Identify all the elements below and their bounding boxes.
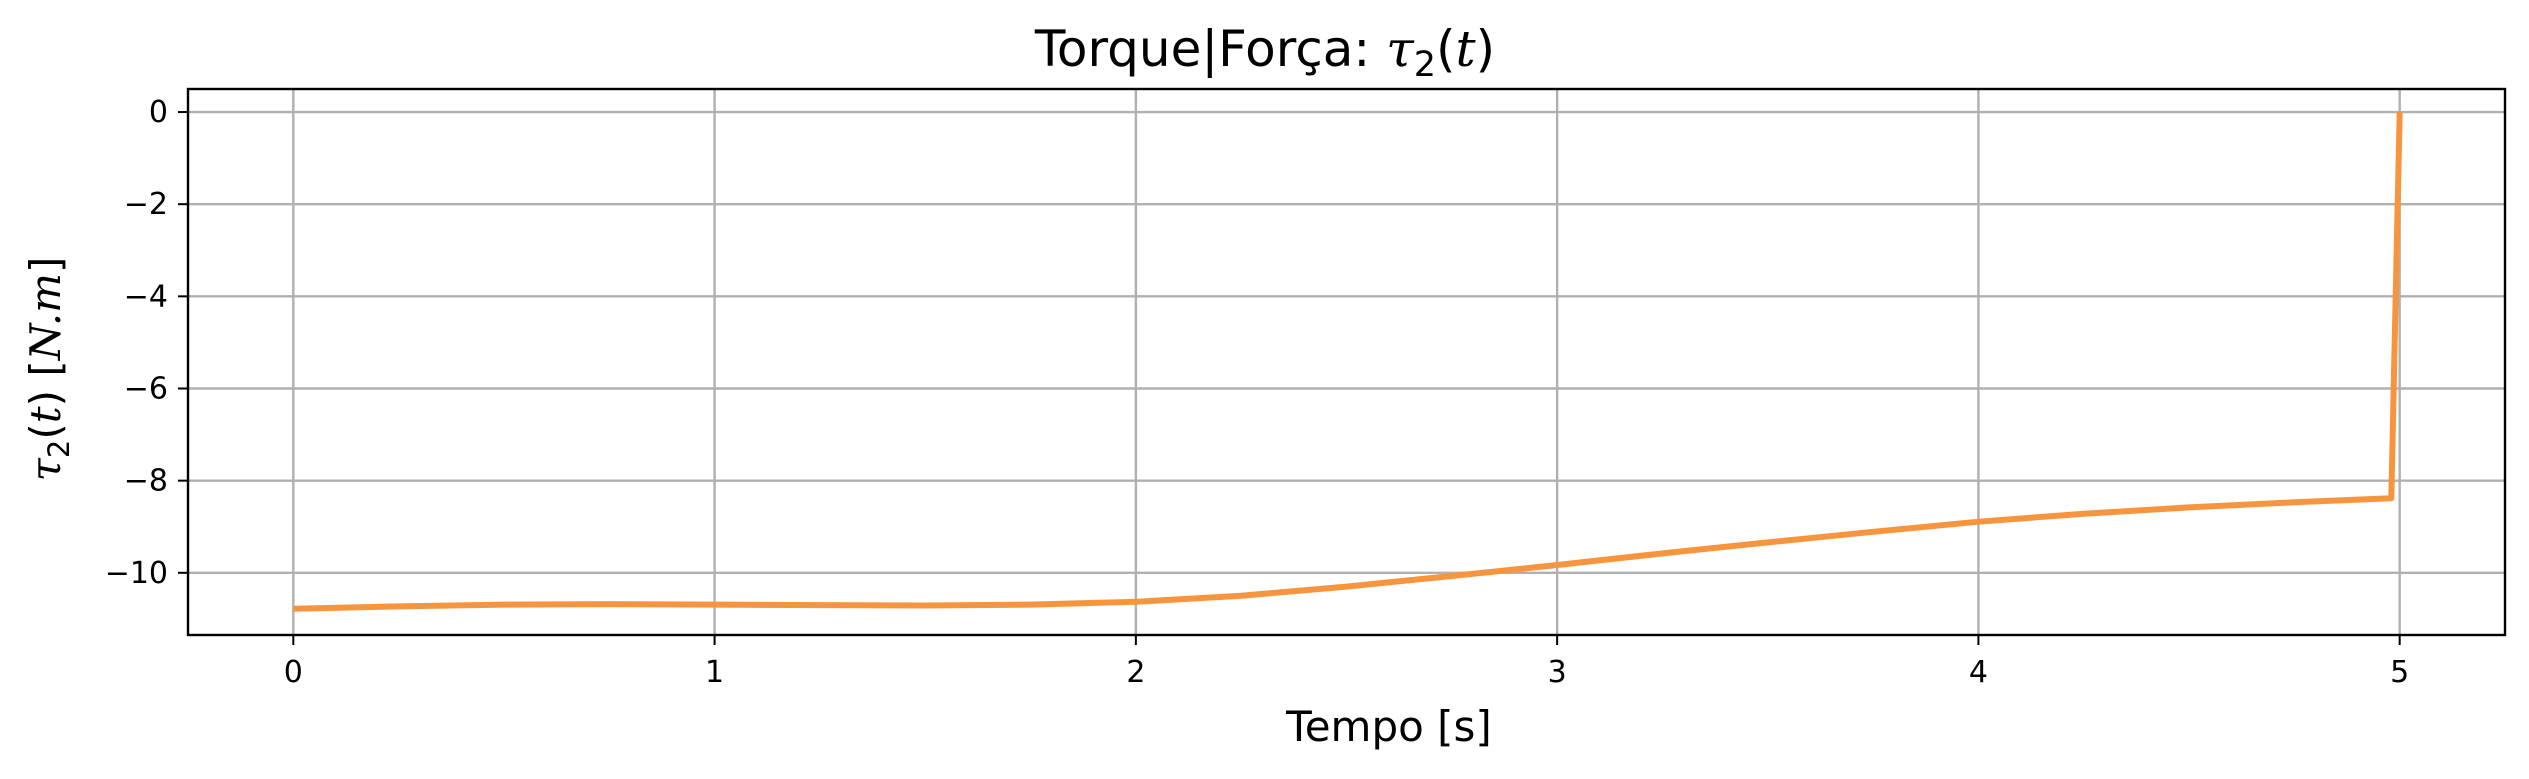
title-symbol: τ bbox=[1386, 20, 1415, 78]
y-tick-label: −2 bbox=[124, 187, 168, 222]
y-axis-label: τ2(t) [N.m] bbox=[21, 257, 76, 482]
x-tick-label: 1 bbox=[705, 655, 724, 690]
grid-layer bbox=[188, 89, 2505, 635]
y-tick-label: −8 bbox=[124, 464, 168, 499]
ylabel-symbol: τ bbox=[21, 457, 70, 481]
title-var: t bbox=[1456, 20, 1477, 78]
title-prefix: Torque|Força: bbox=[1034, 20, 1386, 78]
chart-title: Torque|Força: τ2(t) bbox=[1034, 20, 1495, 85]
series-layer bbox=[293, 111, 2403, 612]
ylabel-open: ( bbox=[21, 423, 70, 439]
ticks-layer: 0 1 2 3 4 5 0 −2 −4 −6 −8 −10 bbox=[105, 95, 2410, 690]
x-tick-label: 4 bbox=[1969, 655, 1988, 690]
title-subscript: 2 bbox=[1414, 45, 1436, 85]
series-line bbox=[293, 111, 2403, 612]
y-tick-label: −4 bbox=[124, 279, 168, 314]
x-tick-label: 3 bbox=[1548, 655, 1567, 690]
x-tick-label: 5 bbox=[2390, 655, 2409, 690]
ylabel-subscript: 2 bbox=[42, 440, 76, 458]
x-axis-label: Tempo [s] bbox=[1285, 702, 1492, 751]
x-tick-label: 2 bbox=[1126, 655, 1145, 690]
y-tick-label: −10 bbox=[105, 556, 168, 591]
ylabel-var: t bbox=[21, 406, 70, 423]
ylabel-unit: N.m bbox=[21, 273, 70, 361]
plot-frame bbox=[186, 87, 2507, 637]
ylabel-end: ] bbox=[21, 257, 70, 273]
x-tick-label: 0 bbox=[284, 655, 303, 690]
title-open: ( bbox=[1436, 20, 1456, 78]
ylabel-close: ) [ bbox=[21, 360, 70, 406]
y-tick-label: 0 bbox=[149, 95, 168, 130]
y-tick-label: −6 bbox=[124, 371, 168, 406]
title-close: ) bbox=[1476, 20, 1496, 78]
